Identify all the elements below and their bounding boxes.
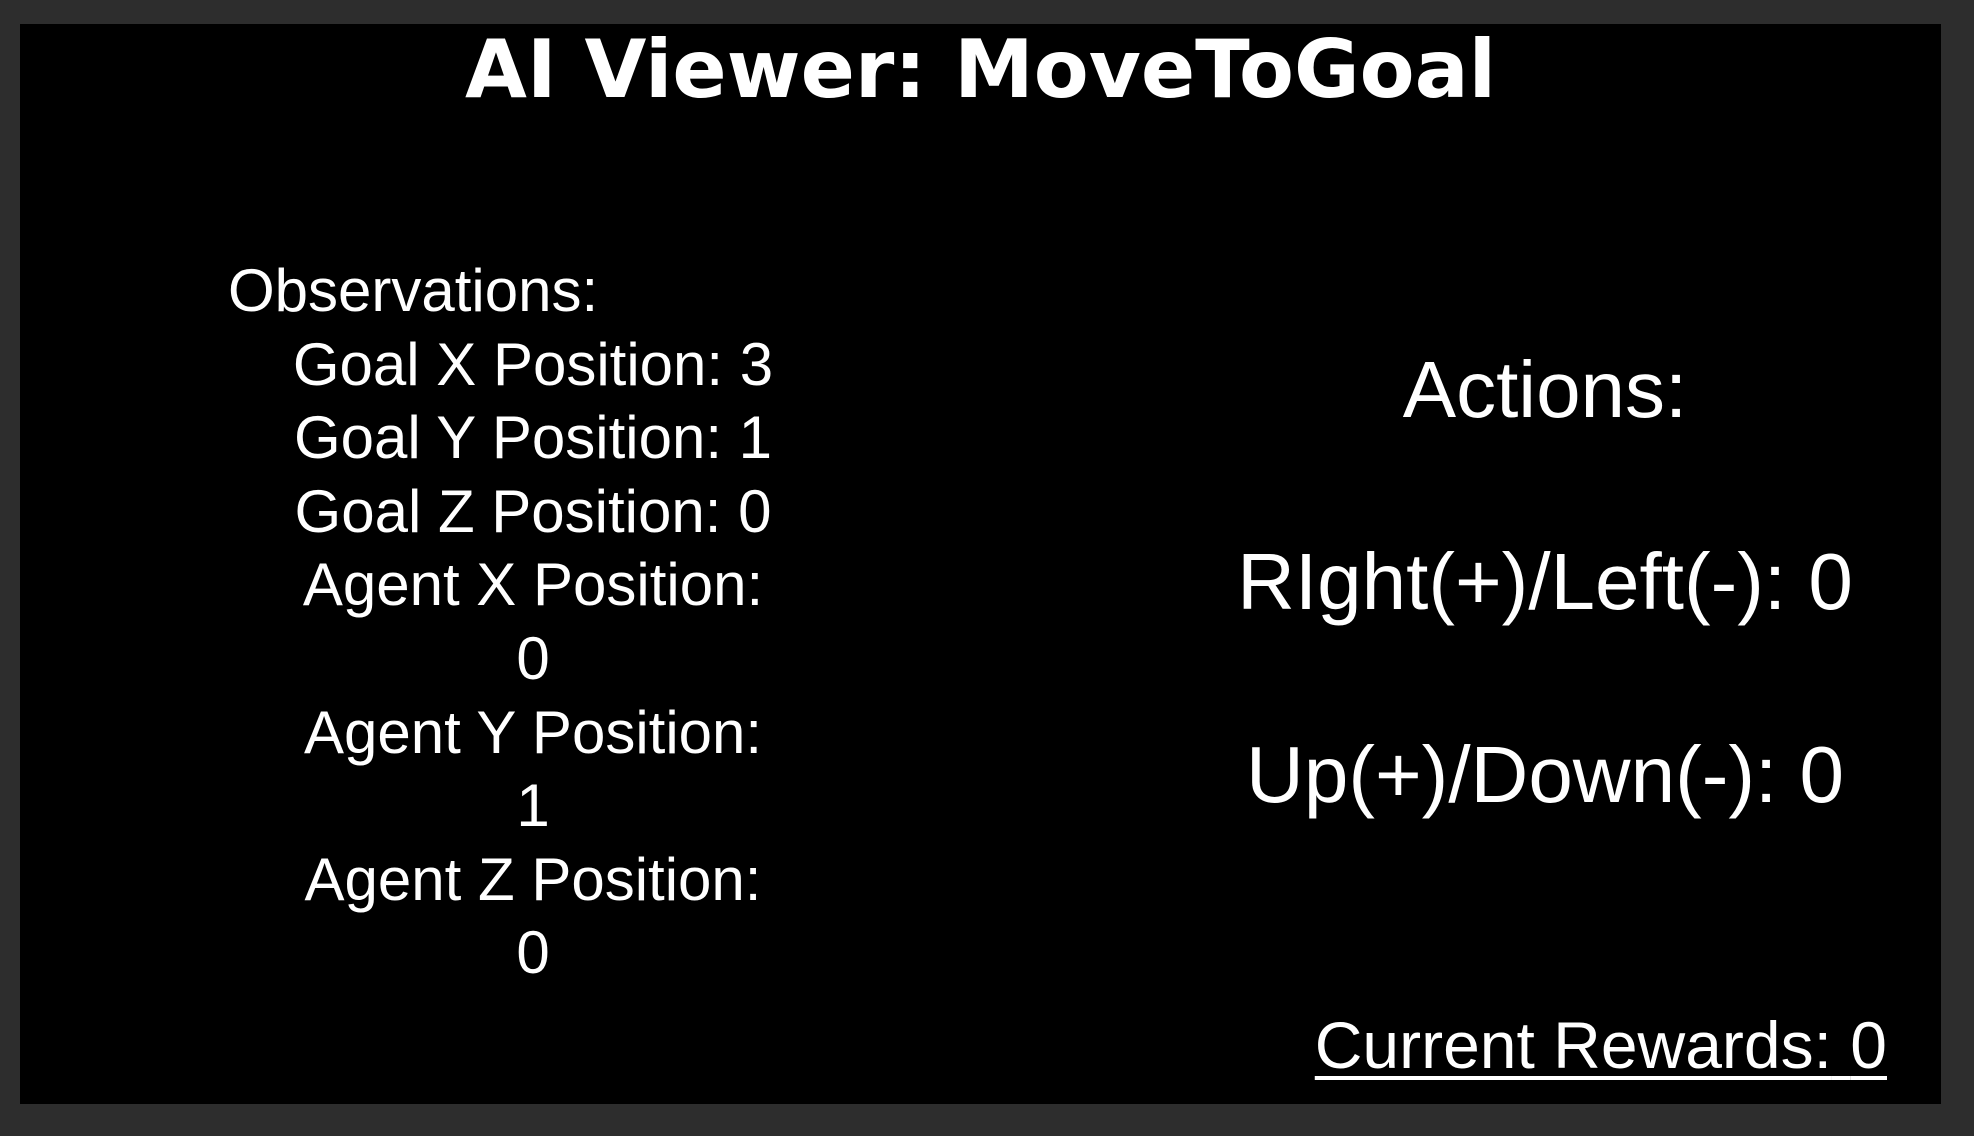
action-value: 0 bbox=[1799, 730, 1844, 819]
rewards-label: Current Rewards: bbox=[1314, 1008, 1832, 1082]
observation-value: 0 bbox=[516, 919, 550, 987]
observation-goal-z: Goal Z Position: 0 bbox=[258, 475, 808, 549]
action-right-left: RIght(+)/Left(-): 0 bbox=[1195, 536, 1895, 628]
observation-label: Agent X Position: bbox=[302, 551, 764, 619]
observation-label: Agent Z Position: bbox=[304, 845, 762, 913]
page-title: AI Viewer: MoveToGoal bbox=[464, 23, 1497, 116]
observation-label: Agent Y Position: bbox=[303, 698, 763, 766]
observation-value: 3 bbox=[739, 330, 774, 398]
action-value: 0 bbox=[1808, 537, 1853, 626]
rewards-value: 0 bbox=[1850, 1008, 1887, 1082]
observation-goal-x: Goal X Position: 3 bbox=[258, 328, 808, 402]
observation-agent-x: Agent X Position: 0 bbox=[258, 548, 808, 695]
ai-viewer-panel: AI Viewer: MoveToGoal Observations: Goal… bbox=[20, 24, 1941, 1104]
actions-header: Actions: bbox=[1402, 345, 1688, 434]
observation-label: Goal Y Position: bbox=[293, 404, 722, 472]
observation-agent-y: Agent Y Position: 1 bbox=[258, 696, 808, 843]
observations-header: Observations: bbox=[228, 257, 599, 324]
observation-goal-y: Goal Y Position: 1 bbox=[258, 401, 808, 475]
observation-label: Goal Z Position: bbox=[294, 477, 722, 545]
observation-value: 0 bbox=[738, 477, 772, 545]
current-rewards-link[interactable]: Current Rewards: 0 bbox=[1315, 1012, 1887, 1078]
observations-list: Goal X Position: 3 Goal Y Position: 1 Go… bbox=[258, 328, 808, 990]
observation-agent-z: Agent Z Position: 0 bbox=[258, 843, 808, 990]
action-label: RIght(+)/Left(-): bbox=[1237, 537, 1787, 626]
observation-value: 1 bbox=[516, 772, 550, 840]
observation-value: 1 bbox=[738, 404, 773, 472]
action-up-down: Up(+)/Down(-): 0 bbox=[1195, 729, 1895, 821]
observation-label: Goal X Position: bbox=[292, 330, 724, 398]
observation-value: 0 bbox=[516, 624, 550, 692]
action-label: Up(+)/Down(-): bbox=[1246, 730, 1778, 819]
